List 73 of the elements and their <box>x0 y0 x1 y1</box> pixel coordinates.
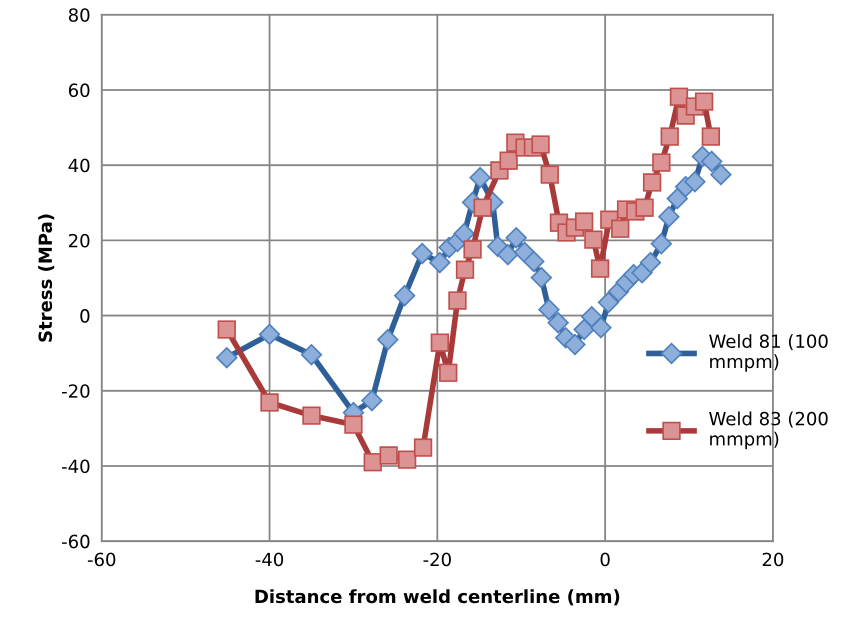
point <box>650 233 672 254</box>
point <box>581 306 602 328</box>
point <box>377 329 398 350</box>
point <box>666 188 688 210</box>
point <box>302 406 321 425</box>
point <box>448 291 467 310</box>
point <box>670 88 688 106</box>
point <box>430 333 450 352</box>
point <box>364 453 382 472</box>
point <box>710 164 732 186</box>
point <box>530 266 552 288</box>
point <box>497 244 518 266</box>
point <box>414 438 432 457</box>
point <box>702 127 720 146</box>
point <box>499 151 518 170</box>
x-tick-label: -20 <box>423 552 451 566</box>
x-tick-label: -40 <box>256 552 284 566</box>
point <box>218 320 236 339</box>
point <box>652 153 671 172</box>
point <box>394 285 416 306</box>
y-axis-title: Stress (MPa) <box>38 214 54 342</box>
x-tick-label: 20 <box>762 552 784 566</box>
y-tick-label: 80 <box>68 8 90 22</box>
point <box>590 259 610 278</box>
point <box>523 250 544 272</box>
point <box>531 135 550 154</box>
point <box>463 240 482 259</box>
point <box>598 292 620 314</box>
point <box>361 390 383 412</box>
point <box>640 252 662 274</box>
x-tick-label: -60 <box>88 552 116 566</box>
point <box>694 92 714 111</box>
point <box>260 393 279 412</box>
point <box>454 222 475 244</box>
y-tick-label: -60 <box>62 534 90 548</box>
point <box>635 198 654 217</box>
point <box>660 127 679 146</box>
point <box>439 364 458 382</box>
y-tick-label: -40 <box>62 459 90 474</box>
point <box>584 230 603 249</box>
y-tick-label: 60 <box>68 83 90 98</box>
point <box>398 450 416 469</box>
point <box>642 173 662 192</box>
y-tick-label: 20 <box>68 234 90 248</box>
point <box>380 446 398 465</box>
legend-label: Weld 81 (100 mmpm) <box>709 334 828 372</box>
y-tick-label: 40 <box>68 158 90 172</box>
point <box>547 312 569 334</box>
point <box>300 344 322 366</box>
point <box>473 198 492 217</box>
legend-label: Weld 83 (200 mmpm) <box>709 411 828 450</box>
point <box>590 316 612 338</box>
x-tick-label: 0 <box>600 552 610 566</box>
y-tick-label: 0 <box>80 309 90 323</box>
point <box>540 165 559 184</box>
x-axis-title: Distance from weld centerline (mm) <box>256 589 620 606</box>
point <box>573 318 595 340</box>
point <box>216 347 238 368</box>
point <box>412 242 433 264</box>
point <box>538 298 560 320</box>
point <box>429 252 451 274</box>
point <box>574 212 594 231</box>
point <box>611 220 630 238</box>
point <box>684 171 706 192</box>
point <box>506 227 527 248</box>
point <box>564 334 586 356</box>
y-tick-label: -20 <box>62 384 90 398</box>
point <box>658 206 680 228</box>
point <box>456 260 474 279</box>
point <box>344 415 363 434</box>
point <box>701 150 722 172</box>
point <box>469 166 491 188</box>
point <box>258 324 280 346</box>
